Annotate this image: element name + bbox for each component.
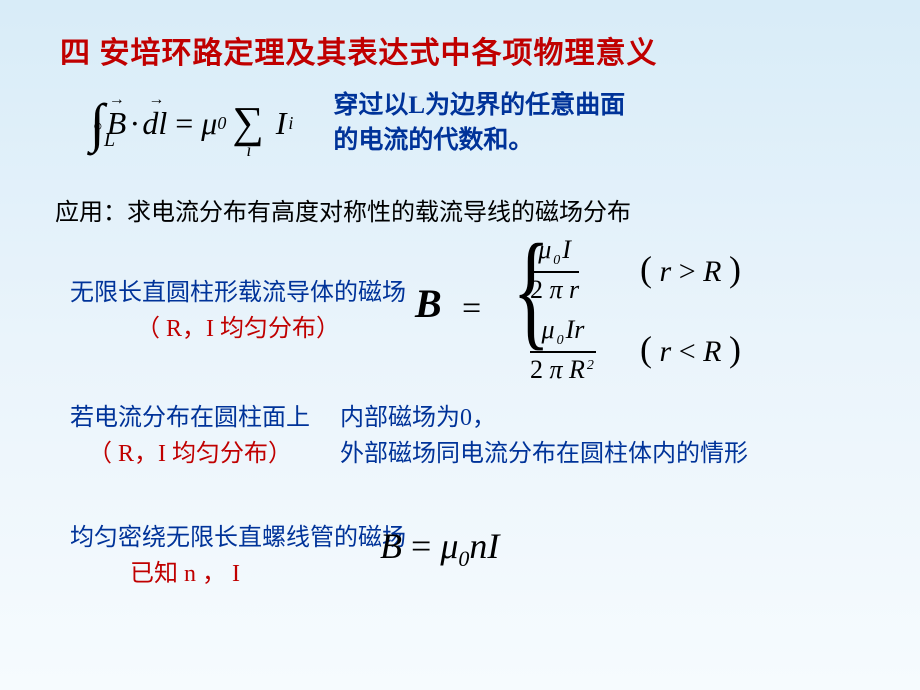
frac2-num: μ0Ir [530, 315, 596, 353]
ampere-law-equation: ∫ ○ L → B · → dl = μ 0 ∑ i I i [90, 96, 293, 150]
f2-R: R [569, 355, 585, 384]
fraction-inside: μ0Ir 2 π R2 [530, 315, 596, 385]
condition-r-lt-R: ( r < R ) [640, 328, 741, 370]
equation-description: 穿过以L为边界的任意曲面 的电流的代数和。 [333, 88, 625, 158]
frac1-den: 2 π r [530, 273, 579, 305]
case2-line2: （ R，I 均匀分布） [88, 441, 292, 467]
solenoid-equation: B = μ0nI [380, 525, 499, 572]
I-symbol: I [270, 105, 287, 142]
case3-line2: 已知 n ， I [70, 556, 406, 592]
case2-line1: 若电流分布在圆柱面上 [70, 405, 310, 431]
eq3-eq: = [402, 526, 440, 566]
piecewise-B: B [415, 280, 442, 327]
c1-op: > [679, 255, 696, 288]
f1-2: 2 [530, 275, 543, 304]
desc1-line2: 的电流的代数和。 [333, 127, 533, 154]
B-symbol: B [107, 105, 127, 141]
eq3-B: B [380, 526, 402, 566]
f2-Ir: Ir [566, 315, 585, 344]
c1-R: R [696, 255, 729, 288]
c2-r: r [652, 335, 679, 368]
case3-label: 均匀密绕无限长直螺线管的磁场 已知 n ， I [70, 520, 406, 592]
vector-dl: → dl [142, 105, 167, 142]
f2-mu: μ [542, 315, 555, 344]
dot-op: · [126, 105, 142, 142]
case2-label: 若电流分布在圆柱面上 （ R，I 均匀分布） [70, 400, 310, 472]
case1-line1: 无限长直圆柱形载流导体的磁场 [70, 280, 406, 306]
f1-0: 0 [551, 253, 562, 268]
f2-0: 0 [555, 333, 566, 348]
eq3-mu: μ [440, 526, 458, 566]
f1-r: r [569, 275, 579, 304]
equals-sign: = [167, 105, 201, 142]
f1-I: I [562, 235, 571, 264]
c2-R: R [696, 335, 729, 368]
eq3-n: n [469, 526, 487, 566]
frac2-den: 2 π R2 [530, 353, 596, 385]
f1-mu: μ [538, 235, 551, 264]
dl-symbol: dl [142, 105, 167, 141]
sum-symbol: ∑ i [232, 101, 263, 145]
f2-sq: 2 [585, 358, 596, 373]
case1-line2: （ R，I 均匀分布） [136, 316, 340, 342]
eq3-0: 0 [458, 546, 469, 571]
mu-symbol: μ [201, 105, 217, 142]
desc2-line1: 内部磁场为0， [340, 405, 496, 431]
desc2-line2: 外部磁场同电流分布在圆柱体内的情形 [340, 441, 748, 467]
f1-pi: π [543, 275, 569, 304]
f2-pi: π [543, 355, 569, 384]
frac1-num: μ0I [530, 235, 579, 273]
case1-label: 无限长直圆柱形载流导体的磁场 （ R，I 均匀分布） [70, 275, 406, 347]
sum-sub: i [246, 140, 251, 161]
f2-2: 2 [530, 355, 543, 384]
c1-r: r [652, 255, 679, 288]
oint-symbol: ∫ ○ L [90, 96, 105, 150]
section-title: 四 安培环路定理及其表达式中各项物理意义 [60, 28, 658, 72]
main-equation-row: ∫ ○ L → B · → dl = μ 0 ∑ i I i 穿过以L为边界的任… [90, 88, 625, 158]
case3-line1: 均匀密绕无限长直螺线管的磁场 [70, 525, 406, 551]
condition-r-gt-R: ( r > R ) [640, 248, 741, 290]
piecewise-eq: = [462, 290, 481, 328]
c2-op: < [679, 335, 696, 368]
vector-B: → B [107, 105, 127, 142]
desc1-line1: 穿过以L为边界的任意曲面 [333, 92, 625, 119]
mu-sub: 0 [217, 113, 226, 134]
eq3-I: I [487, 526, 499, 566]
fraction-outside: μ0I 2 π r [530, 235, 579, 305]
I-sub: i [288, 113, 293, 134]
case2-description: 内部磁场为0， 外部磁场同电流分布在圆柱体内的情形 [340, 400, 748, 472]
